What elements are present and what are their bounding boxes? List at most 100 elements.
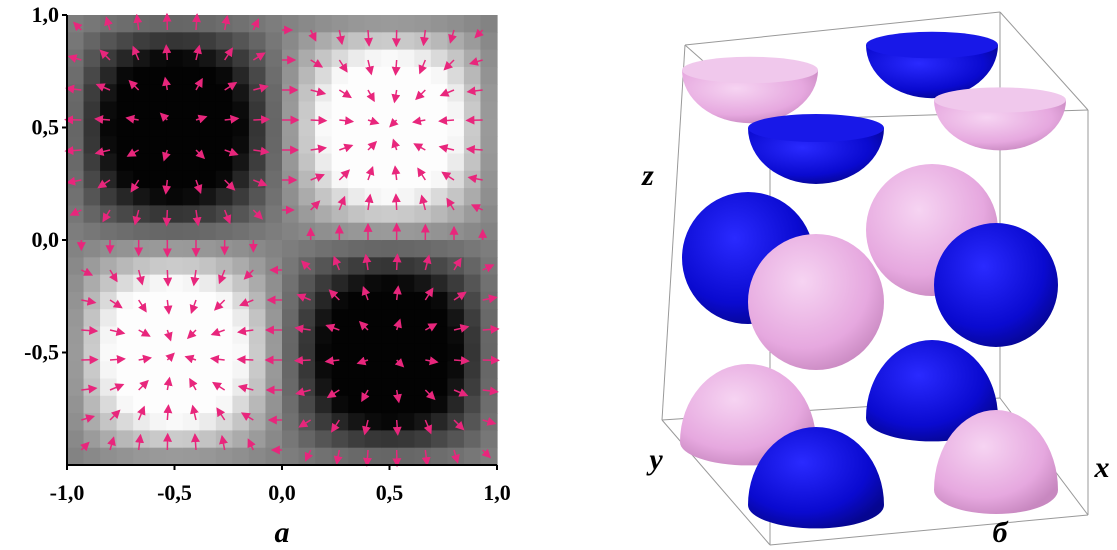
heat-cell [315, 136, 333, 155]
heat-cell [447, 430, 465, 449]
heat-cell [199, 309, 217, 328]
heat-cell [381, 395, 399, 414]
heat-cell [397, 430, 415, 449]
heat-cell [315, 222, 333, 241]
heat-cell [265, 205, 283, 224]
heat-cell [364, 66, 382, 85]
flow-arrow [67, 54, 82, 63]
heat-cell [480, 136, 498, 155]
flow-arrow [425, 356, 439, 366]
heat-cell [414, 49, 432, 68]
heat-cell [182, 274, 200, 293]
heat-cell [480, 309, 498, 328]
heat-cell [397, 15, 415, 33]
heat-cell [83, 395, 101, 414]
heat-cell [83, 170, 101, 189]
heat-cell [463, 447, 482, 466]
flow-arrow [253, 115, 271, 125]
heat-cell [100, 291, 118, 310]
heat-cell [430, 274, 448, 293]
heat-cell [182, 430, 200, 449]
heat-cell [315, 447, 333, 466]
heat-cell [282, 395, 300, 414]
heat-cell [463, 153, 482, 172]
heat-cell [133, 118, 151, 137]
heat-cell [282, 378, 300, 397]
heat-cell [463, 15, 482, 33]
heat-cell [463, 240, 482, 258]
heat-cell [381, 49, 399, 68]
heat-cell [480, 15, 498, 33]
heat-cell [83, 32, 101, 51]
heat-cell [364, 378, 382, 397]
heat-cell [83, 447, 101, 466]
heat-cell [298, 101, 316, 120]
heat-cell [67, 118, 85, 137]
heat-cell [430, 413, 448, 431]
flow-arrow [422, 254, 432, 271]
heat-cell [364, 153, 382, 172]
flow-arrow [328, 289, 340, 301]
heat-cell [133, 188, 151, 206]
flow-arrow [338, 59, 348, 73]
heat-cell [364, 101, 382, 120]
heat-cell [67, 430, 85, 449]
heat-cell [248, 378, 267, 397]
box-edge [661, 419, 771, 546]
heat-cell [67, 153, 85, 172]
heat-cell [397, 32, 415, 51]
flow-arrow [109, 383, 125, 392]
heat-cell [199, 49, 217, 68]
heat-cell [430, 343, 448, 362]
flow-arrow [451, 449, 460, 464]
heat-cell [166, 15, 184, 33]
heat-cell [480, 274, 498, 293]
heat-cell [331, 274, 349, 293]
flow-arrow [64, 146, 82, 156]
flow-arrow [210, 327, 225, 337]
heat-cell [199, 413, 217, 431]
heat-cell [282, 309, 300, 328]
surface-sphere [934, 223, 1058, 347]
flow-arrow [310, 200, 321, 211]
flow-arrow [138, 299, 147, 313]
heat-cell [480, 153, 498, 172]
flow-arrow [72, 21, 83, 32]
heat-cell [199, 136, 217, 155]
heat-cell [282, 430, 300, 449]
flow-arrow [362, 419, 371, 436]
x-tick-label: -1,0 [50, 480, 85, 505]
heat-cell [133, 447, 151, 466]
heat-cell [315, 15, 333, 33]
heat-cell [67, 291, 85, 310]
flow-arrow [298, 419, 312, 428]
flow-arrow [130, 179, 140, 193]
flow-arrow [219, 434, 228, 451]
heat-cell [430, 257, 448, 276]
x-label: x [1094, 451, 1110, 484]
flow-arrow [391, 59, 401, 76]
heat-cell [397, 66, 415, 85]
heat-cell [463, 343, 482, 362]
flow-arrow [367, 140, 378, 151]
flow-arrow [424, 323, 438, 332]
flow-arrow [109, 409, 121, 421]
heat-cell [430, 205, 448, 224]
heat-cell [199, 205, 217, 224]
flow-arrow [109, 269, 118, 283]
heat-cell [182, 32, 200, 51]
surface-rim [866, 31, 998, 59]
heat-cell [248, 49, 267, 68]
heat-cell [315, 205, 333, 224]
heat-cell [248, 101, 267, 120]
flow-arrow [240, 412, 254, 421]
heat-cell [430, 153, 448, 172]
heat-cell [67, 326, 85, 345]
heat-cell [166, 32, 184, 51]
heat-cell [149, 430, 167, 449]
heat-cell [282, 222, 300, 241]
heat-cell [100, 222, 118, 241]
heat-cell [215, 188, 233, 206]
heat-cell [298, 378, 316, 397]
